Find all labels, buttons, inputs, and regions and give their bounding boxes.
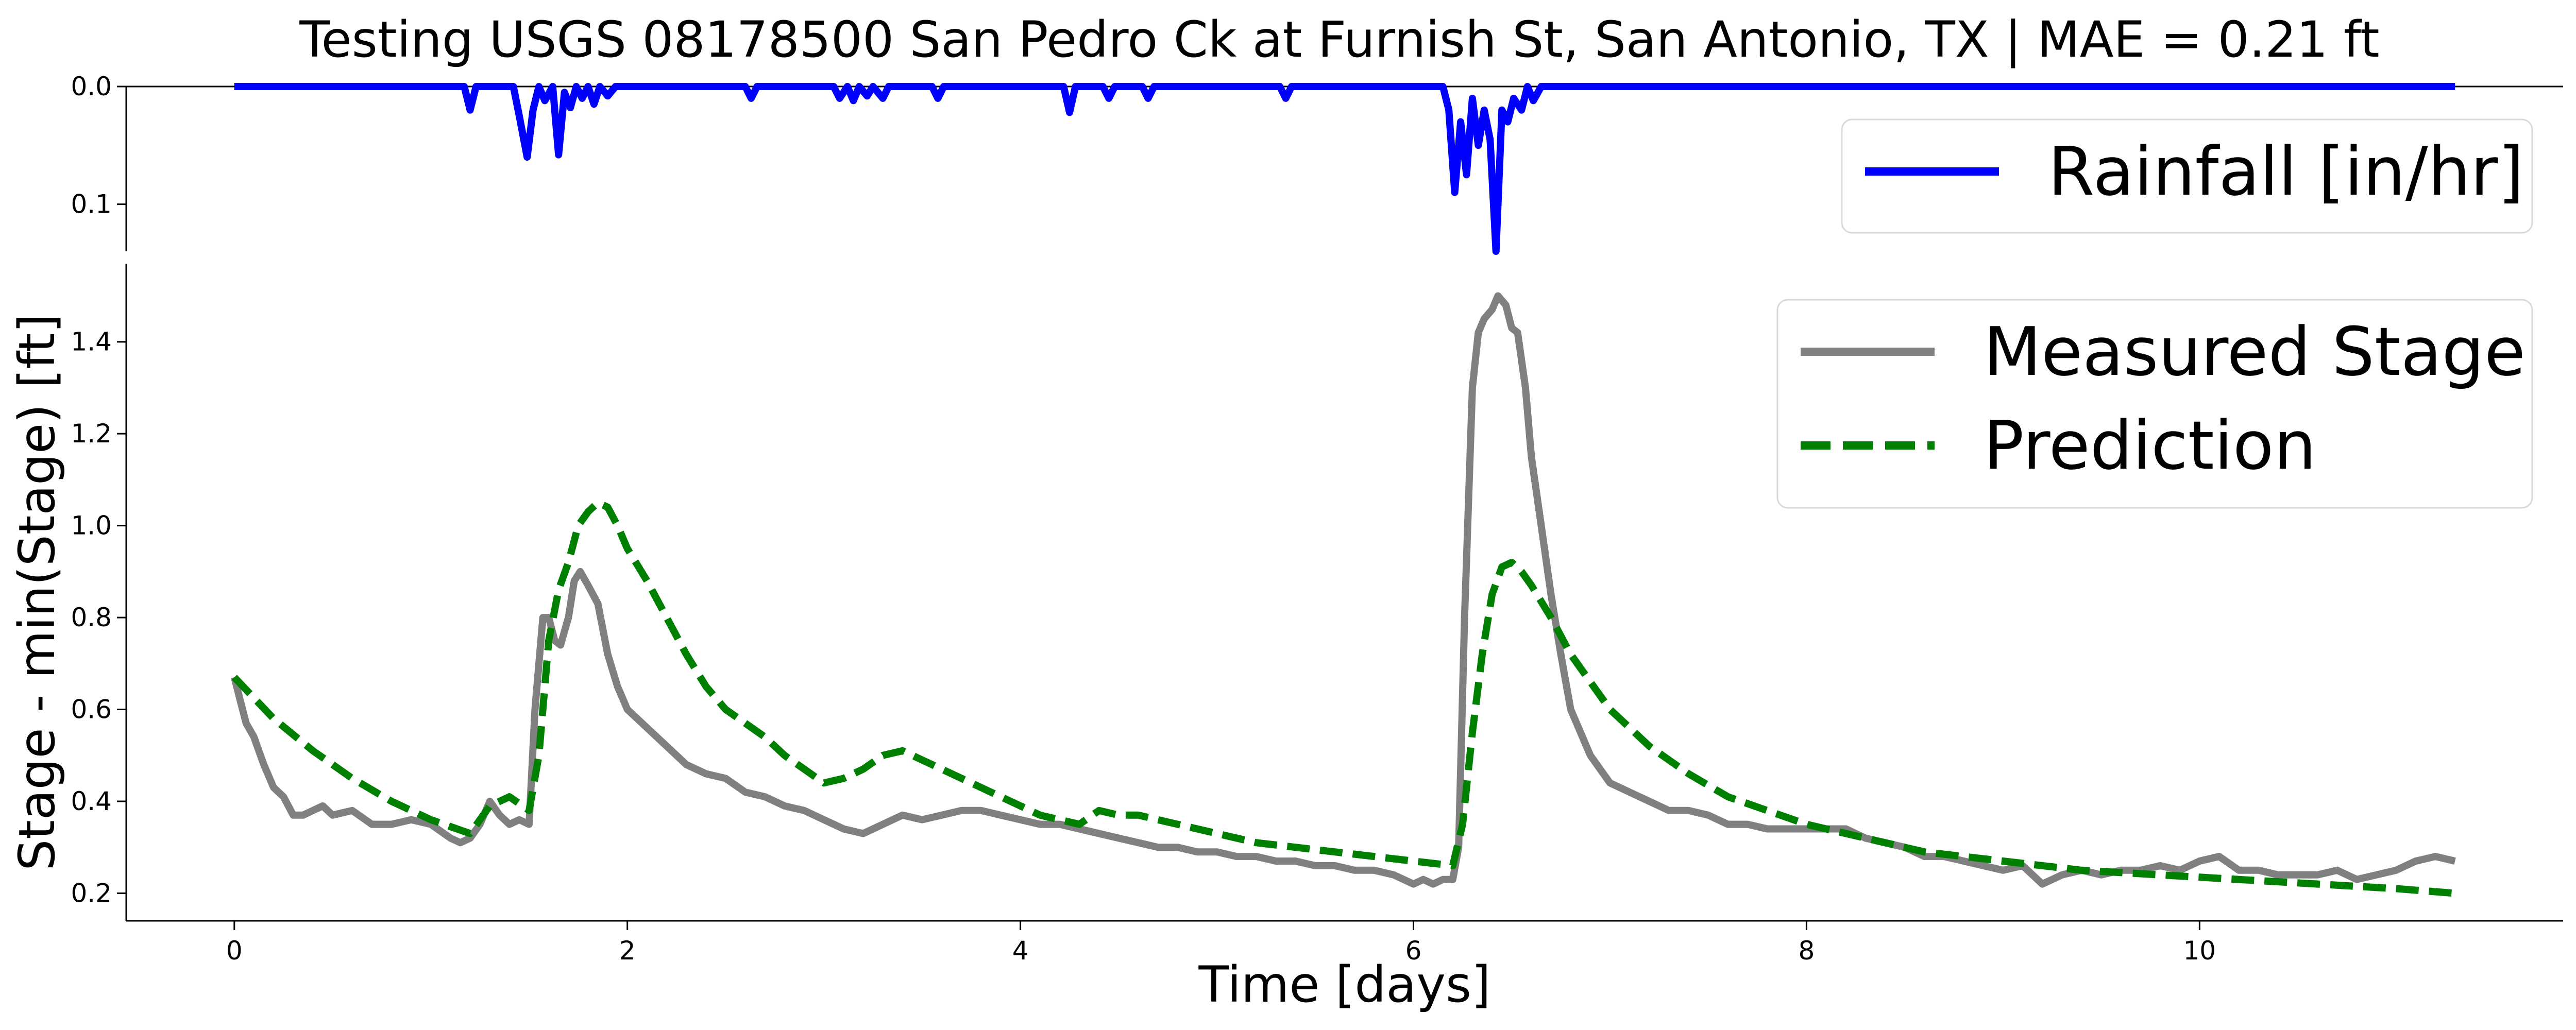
y-axis-label: Stage - min(Stage) [ft] [8, 314, 66, 871]
x-tick-label: 4 [1012, 936, 1029, 966]
measured-stage-line [231, 292, 2456, 888]
rainfall-legend: Rainfall [in/hr] [1841, 118, 2533, 234]
rainfall-series [234, 83, 2455, 255]
x-tick-label: 0 [226, 936, 243, 966]
x-axis-label: Time [days] [1198, 956, 1491, 1014]
stage-series [231, 292, 2456, 897]
prediction-legend-label: Prediction [1984, 406, 2316, 485]
stage-y-tick-label: 1.2 [71, 419, 112, 449]
stage-panel: 0.2 0.4 0.6 0.8 1.0 1.2 1.4 0 2 4 6 8 10 Time [days… [8, 264, 2563, 1014]
stage-y-tick-label: 1.0 [71, 511, 112, 541]
stage-legend: Measured Stage Prediction [1776, 299, 2533, 509]
prediction-line [231, 499, 2455, 897]
stage-y-tick-label: 0.4 [71, 786, 112, 816]
stage-x-ticks: 0 2 4 6 8 10 [226, 921, 2216, 966]
rainfall-y-ticks: 0.0 0.1 [71, 72, 126, 219]
stage-legend-box [1776, 299, 2533, 509]
rainfall-legend-box [1841, 118, 2533, 234]
stage-y-ticks: 0.2 0.4 0.6 0.8 1.0 1.2 1.4 [71, 327, 126, 908]
x-tick-label: 6 [1405, 936, 1422, 966]
stage-y-tick-label: 0.6 [71, 695, 112, 725]
x-tick-label: 8 [1799, 936, 1815, 966]
rainfall-y-tick-label: 0.1 [71, 190, 112, 219]
stage-y-tick-label: 1.4 [71, 327, 112, 357]
rainfall-in-hr-line [234, 83, 2455, 255]
x-tick-label: 10 [2183, 936, 2216, 966]
stage-y-tick-label: 0.8 [71, 603, 112, 632]
measured-stage-legend-label: Measured Stage [1984, 313, 2526, 391]
stage-y-tick-label: 0.2 [71, 878, 112, 908]
rainfall-panel: 0.0 0.1 Rainfall [in/hr] [71, 72, 2563, 255]
rainfall-legend-label: Rainfall [in/hr] [2048, 132, 2524, 211]
chart-title: Testing USGS 08178500 San Pedro Ck at Fu… [299, 11, 2379, 69]
rainfall-y-tick-label: 0.0 [71, 72, 112, 101]
x-tick-label: 2 [619, 936, 636, 966]
